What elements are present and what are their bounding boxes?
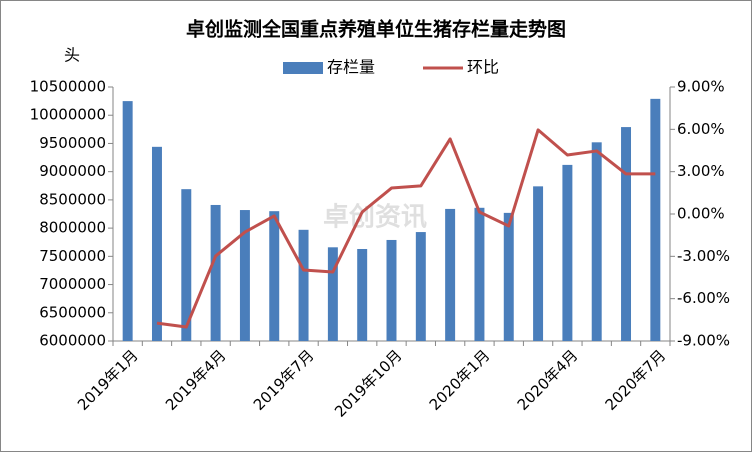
y-tick-label: 6000000 xyxy=(39,332,106,350)
bar xyxy=(650,98,661,341)
y-tick-label: 8000000 xyxy=(39,219,106,237)
bar xyxy=(503,212,514,341)
bar xyxy=(151,146,162,341)
y-tick-label: 9000000 xyxy=(39,162,106,180)
bar xyxy=(269,211,280,341)
bar xyxy=(239,210,250,341)
y2-tick-label: 9.00% xyxy=(677,78,725,96)
watermark: 卓创资讯 xyxy=(323,203,427,233)
bar xyxy=(298,229,309,341)
bar xyxy=(562,164,573,341)
y2-tick-label: 3.00% xyxy=(677,162,725,180)
bar xyxy=(621,127,632,341)
bar xyxy=(386,239,397,341)
y-tick-label: 7000000 xyxy=(39,275,106,293)
bar xyxy=(327,247,338,341)
bar xyxy=(357,248,368,341)
bar xyxy=(210,204,221,341)
y2-tick-label: 0.00% xyxy=(677,205,725,223)
y-tick-label: 10000000 xyxy=(30,106,106,124)
bar xyxy=(533,186,544,341)
y-tick-label: 9500000 xyxy=(39,134,106,152)
bar xyxy=(415,232,426,341)
y2-tick-label: 6.00% xyxy=(677,120,725,138)
y-tick-label: 6500000 xyxy=(39,303,106,321)
y-tick-label: 7500000 xyxy=(39,247,106,265)
line xyxy=(156,128,656,329)
chart-title: 卓创监测全国重点养殖单位生猪存栏量走势图 xyxy=(186,18,566,41)
y-axis-label: 头 xyxy=(64,46,80,65)
y2-tick-label: -6.00% xyxy=(677,289,730,307)
bar xyxy=(445,208,456,341)
legend-label: 存栏量 xyxy=(327,58,375,77)
legend-label: 环比 xyxy=(467,58,499,77)
bar xyxy=(474,207,485,341)
y2-tick-label: -3.00% xyxy=(677,247,730,265)
y-tick-label: 10500000 xyxy=(30,78,106,96)
bar xyxy=(122,101,133,341)
legend-swatch xyxy=(283,62,323,74)
y-tick-label: 8500000 xyxy=(39,190,106,208)
bar xyxy=(591,142,602,341)
bar xyxy=(181,189,192,341)
y2-tick-label: -9.00% xyxy=(677,332,730,350)
